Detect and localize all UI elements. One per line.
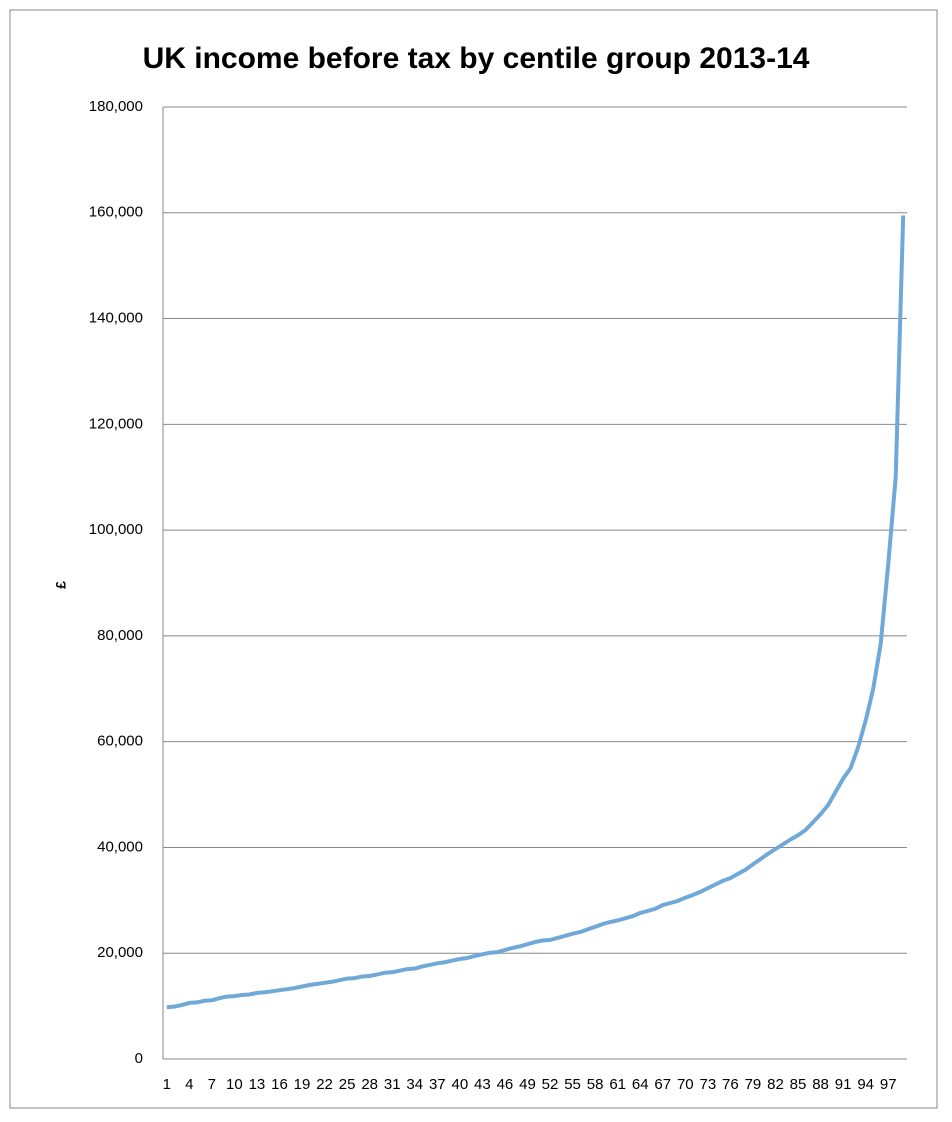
x-tick-label: 82 <box>767 1076 784 1093</box>
y-tick-label: 20,000 <box>97 944 143 961</box>
x-tick-label: 46 <box>497 1076 514 1093</box>
x-tick-label: 16 <box>271 1076 288 1093</box>
x-tick-label: 73 <box>700 1076 717 1093</box>
x-tick-label: 7 <box>208 1076 216 1093</box>
chart-title: UK income before tax by centile group 20… <box>143 42 810 75</box>
x-tick-label: 61 <box>609 1076 626 1093</box>
y-tick-label: 180,000 <box>89 98 143 115</box>
x-tick-label: 91 <box>835 1076 852 1093</box>
x-tick-label: 13 <box>249 1076 266 1093</box>
data-line <box>166 215 906 1010</box>
x-tick-label: 70 <box>677 1076 694 1093</box>
x-tick-label: 22 <box>316 1076 333 1093</box>
x-tick-label: 76 <box>722 1076 739 1093</box>
x-tick-label: 97 <box>880 1076 897 1093</box>
x-tick-label: 79 <box>745 1076 762 1093</box>
x-tick-label: 55 <box>564 1076 581 1093</box>
x-tick-label: 49 <box>519 1076 536 1093</box>
x-tick-label: 10 <box>226 1076 243 1093</box>
x-tick-label: 58 <box>587 1076 604 1093</box>
y-tick-label: 60,000 <box>97 733 143 750</box>
x-tick-label: 94 <box>857 1076 874 1093</box>
x-tick-label: 85 <box>790 1076 807 1093</box>
x-tick-label: 34 <box>406 1076 423 1093</box>
y-tick-label: 40,000 <box>97 838 143 855</box>
x-tick-label: 43 <box>474 1076 491 1093</box>
x-tick-label: 25 <box>339 1076 356 1093</box>
y-tick-label: 140,000 <box>89 310 143 327</box>
y-tick-label: 160,000 <box>89 204 143 221</box>
x-tick-label: 88 <box>812 1076 829 1093</box>
y-axis-label: £ <box>53 581 69 589</box>
x-tick-label: 40 <box>452 1076 469 1093</box>
x-tick-label: 19 <box>294 1076 311 1093</box>
x-tick-label: 37 <box>429 1076 446 1093</box>
y-tick-label: 100,000 <box>89 521 143 538</box>
y-tick-label: 80,000 <box>97 627 143 644</box>
y-tick-label: 120,000 <box>89 415 143 432</box>
x-tick-label: 67 <box>654 1076 671 1093</box>
x-tick-label: 28 <box>361 1076 378 1093</box>
x-tick-label: 64 <box>632 1076 649 1093</box>
x-tick-label: 52 <box>542 1076 559 1093</box>
x-tick-label: 31 <box>384 1076 401 1093</box>
y-tick-label: 0 <box>135 1050 143 1067</box>
x-tick-label: 1 <box>163 1076 171 1093</box>
chart-frame <box>9 9 938 1109</box>
x-tick-label: 4 <box>185 1076 193 1093</box>
